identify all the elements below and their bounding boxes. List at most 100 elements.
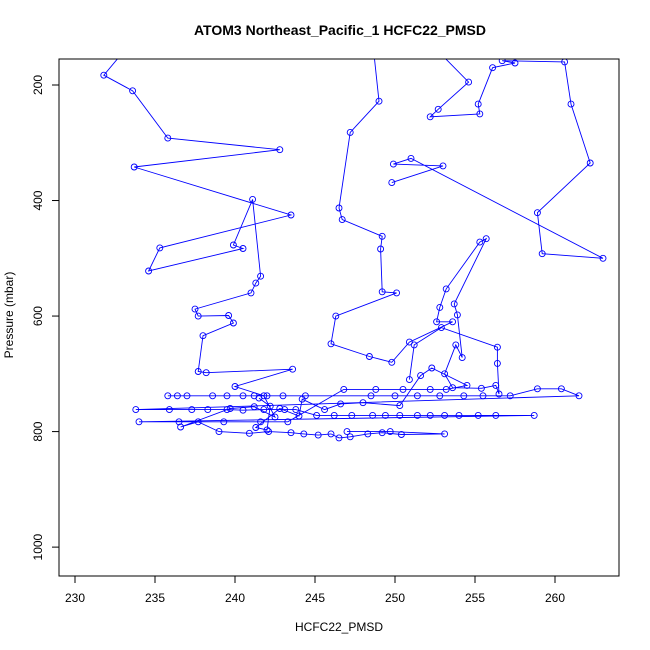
series-line [391,59,604,259]
data-point [132,406,140,414]
data-point [175,418,183,426]
data-point [442,385,450,393]
data-point [533,209,541,217]
data-point [199,332,207,340]
data-point [340,385,348,393]
data-point [369,411,377,419]
data-point [359,399,367,407]
data-point [452,341,460,349]
data-point [495,390,503,398]
data-point [492,381,500,389]
data-point [204,406,212,414]
data-point [330,411,338,419]
data-point [567,100,575,108]
data-point [164,134,172,142]
data-point [426,411,434,419]
data-point [289,365,297,373]
data-point [271,413,279,421]
data-point [130,163,138,171]
data-point [338,216,346,224]
data-point [498,59,506,65]
data-point [453,311,461,319]
data-point [343,428,351,436]
data-point [493,359,501,367]
data-point [188,406,196,414]
data-point [191,305,199,313]
data-point [327,340,335,348]
data-point [335,434,343,442]
data-point [378,288,386,296]
data-point [397,431,405,438]
data-point [386,428,394,436]
data-point [173,392,181,400]
data-point [223,392,231,400]
x-tick-label: 235 [145,591,165,605]
data-point [287,429,295,437]
data-point [465,78,473,86]
data-point [489,64,497,72]
data-point [284,418,292,426]
data-point [215,428,223,436]
x-axis: 230 235 240 245 250 255 260 [65,575,565,605]
y-axis-label: Pressure (mbar) [2,272,16,359]
data-point [249,195,257,203]
data-point [391,392,399,400]
data-point [335,204,343,212]
data-point [209,392,217,400]
data-point [255,394,263,402]
data-point [441,370,449,378]
data-point [389,160,397,168]
data-point [226,405,234,412]
data-point [460,392,468,400]
x-tick-label: 260 [545,591,565,605]
data-point [129,87,137,95]
x-tick-label: 250 [385,591,405,605]
data-point [367,392,375,400]
data-point [442,285,450,293]
x-tick-label: 240 [225,591,245,605]
data-point [165,406,173,414]
data-point [266,402,274,410]
data-point [399,385,407,393]
data-point [220,418,228,426]
data-point [225,312,233,319]
data-point [231,383,239,390]
data-point [493,343,501,351]
data-point [292,406,300,414]
series-2 [327,59,503,398]
data-point [145,267,153,275]
data-point [450,300,458,308]
data-point [436,303,444,311]
data-point [474,100,482,108]
data-point [245,429,253,437]
data-point [183,392,191,400]
data-point [538,250,546,258]
data-point [434,105,442,113]
data-point [239,406,247,414]
data-point [281,406,289,414]
data-point [436,392,444,400]
data-point [247,289,255,297]
plot-series [100,59,607,442]
data-point [378,232,386,240]
data-point [364,430,372,438]
data-point [257,418,265,426]
data-point [239,245,247,252]
data-point [413,411,421,419]
data-point [428,364,436,372]
series-line [135,367,580,431]
data-point [557,385,565,393]
series-4 [132,364,583,434]
data-point [455,411,463,419]
data-point [586,159,594,167]
data-point [426,385,434,393]
data-point [263,392,271,400]
data-point [135,418,143,426]
data-point [321,406,329,414]
data-point [313,411,321,419]
data-point [346,128,354,136]
y-tick-label: 800 [31,421,45,441]
data-point [295,412,303,420]
